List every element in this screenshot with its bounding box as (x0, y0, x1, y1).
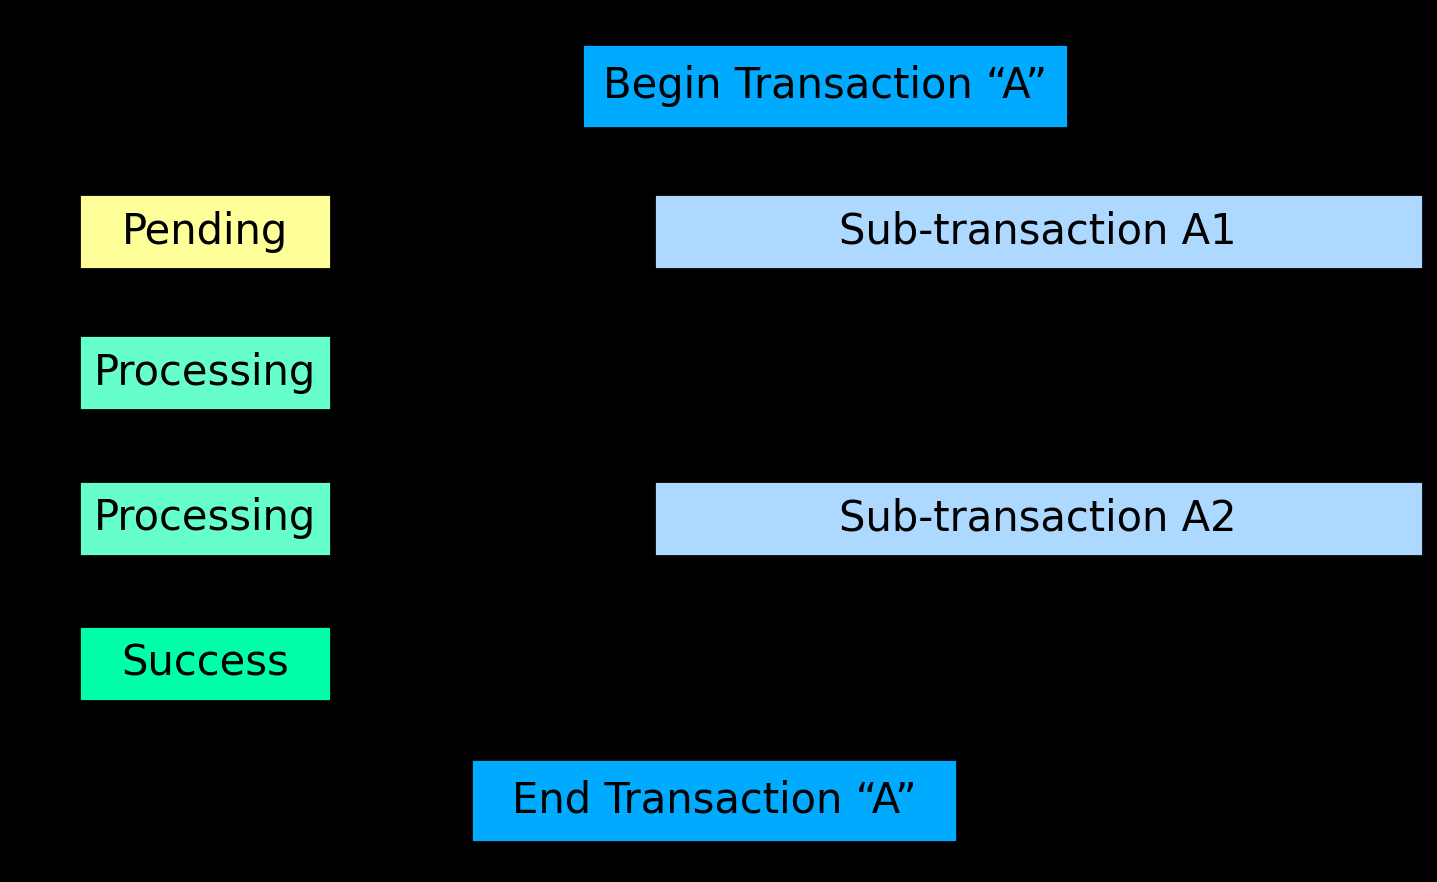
FancyBboxPatch shape (79, 626, 331, 701)
FancyBboxPatch shape (79, 335, 331, 410)
FancyBboxPatch shape (471, 759, 957, 842)
FancyBboxPatch shape (654, 194, 1423, 269)
Text: Sub-transaction A1: Sub-transaction A1 (839, 211, 1237, 252)
FancyBboxPatch shape (654, 481, 1423, 556)
Text: Processing: Processing (93, 497, 316, 539)
Text: Success: Success (121, 643, 289, 684)
FancyBboxPatch shape (79, 481, 331, 556)
FancyBboxPatch shape (79, 194, 331, 269)
Text: End Transaction “A”: End Transaction “A” (512, 780, 917, 821)
Text: Begin Transaction “A”: Begin Transaction “A” (602, 65, 1048, 107)
FancyBboxPatch shape (582, 44, 1068, 128)
Text: Sub-transaction A2: Sub-transaction A2 (839, 497, 1237, 539)
Text: Pending: Pending (122, 211, 287, 252)
Text: Processing: Processing (93, 352, 316, 393)
